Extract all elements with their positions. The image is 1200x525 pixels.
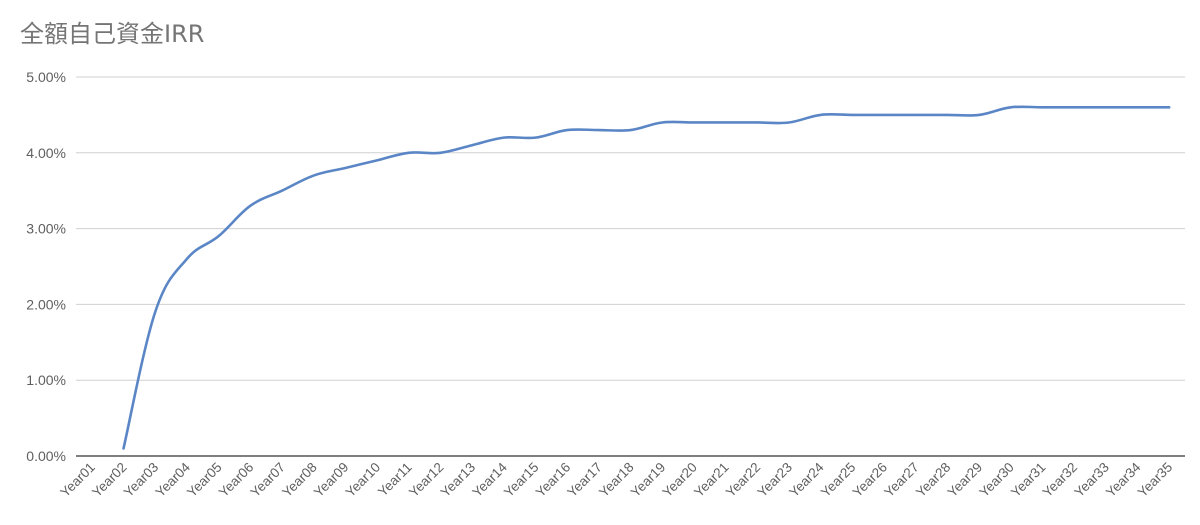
x-tick-label: Year04 [153,459,194,500]
x-tick-label: Year02 [89,460,130,501]
x-tick-label: Year17 [564,460,605,501]
x-tick-label: Year05 [184,460,225,501]
y-tick-label: 0.00% [26,448,66,464]
x-tick-label: Year24 [786,459,827,500]
gridlines [76,76,1185,457]
x-tick-label: Year31 [1008,460,1049,501]
x-axis-ticks: Year01Year02Year03Year04Year05Year06Year… [57,459,1175,500]
x-tick-label: Year21 [691,460,732,501]
x-tick-label: Year35 [1135,460,1176,501]
x-tick-label: Year07 [248,460,289,501]
x-tick-label: Year19 [628,460,669,501]
y-axis-ticks: 0.00% 1.00% 2.00% 3.00% 4.00% 5.00% [26,69,66,464]
x-tick-label: Year20 [659,460,700,501]
x-tick-label: Year03 [121,460,162,501]
x-tick-label: Year09 [311,460,352,501]
x-tick-label: Year16 [533,460,574,501]
x-tick-label: Year28 [913,460,954,501]
y-tick-label: 1.00% [26,372,66,388]
y-tick-label: 5.00% [26,69,66,85]
x-tick-label: Year33 [1071,460,1112,501]
x-tick-label: Year30 [976,460,1017,501]
series-layer [122,105,1171,450]
x-tick-label: Year01 [57,460,98,501]
x-tick-label: Year15 [501,460,542,501]
x-tick-label: Year22 [723,460,764,501]
x-tick-label: Year32 [1040,460,1081,501]
x-tick-label: Year13 [438,460,479,501]
x-tick-label: Year10 [343,460,384,501]
chart-title: 全額自己資金IRR [20,20,205,48]
x-tick-label: Year14 [469,459,510,500]
x-tick-label: Year06 [216,460,257,501]
x-tick-label: Year23 [755,460,796,501]
x-tick-label: Year08 [279,460,320,501]
y-tick-label: 4.00% [26,145,66,161]
x-tick-label: Year25 [818,460,859,501]
y-tick-label: 3.00% [26,221,66,237]
x-tick-label: Year26 [850,460,891,501]
x-tick-label: Year34 [1103,459,1144,500]
series-line [122,105,1171,450]
y-tick-label: 2.00% [26,296,66,312]
x-tick-label: Year18 [596,460,637,501]
x-tick-label: Year12 [406,460,447,501]
x-tick-label: Year29 [945,460,986,501]
x-tick-label: Year27 [881,460,922,501]
